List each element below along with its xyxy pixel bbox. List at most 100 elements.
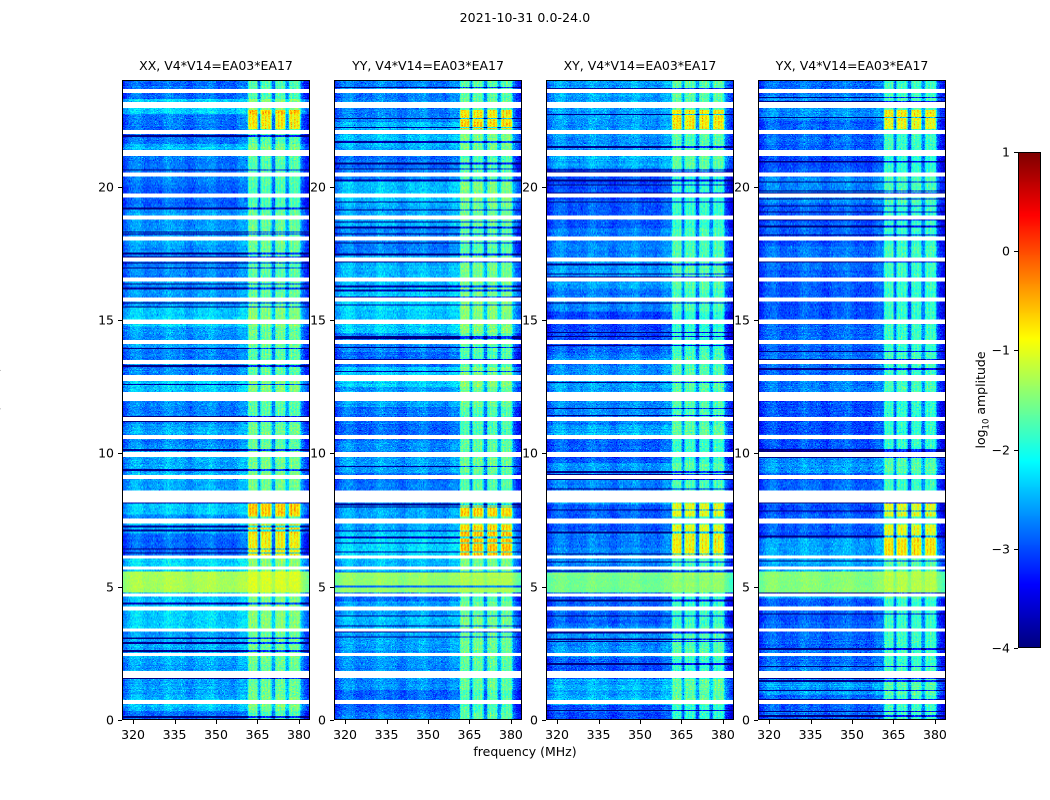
- y-tick-mark: [330, 320, 334, 321]
- x-tick-label: 365: [457, 727, 482, 742]
- x-tick-mark: [640, 720, 641, 724]
- y-tick-mark: [118, 453, 122, 455]
- colorbar-label-tail: amplitude: [972, 351, 988, 419]
- y-tick-label: 0: [530, 712, 538, 728]
- x-tick-mark: [893, 720, 895, 724]
- colorbar-tick-mark: [1014, 648, 1018, 649]
- x-tick-mark: [557, 720, 559, 724]
- colorbar-tick-mark: [1014, 152, 1018, 153]
- y-tick-label: 20: [522, 179, 538, 195]
- y-tick-label: 10: [310, 445, 326, 461]
- spectrogram-panel-yx[interactable]: [758, 80, 946, 720]
- y-tick-mark: [118, 586, 122, 588]
- x-tick-mark: [257, 720, 259, 724]
- x-tick-mark: [852, 720, 853, 724]
- x-tick-mark: [469, 720, 471, 724]
- waterfall-canvas-xx: [123, 81, 309, 719]
- y-tick-label: 5: [530, 579, 538, 595]
- colorbar-gradient: [1019, 153, 1040, 647]
- y-tick-label: 15: [98, 312, 114, 328]
- colorbar-tick-mark: [1014, 350, 1018, 352]
- x-tick-label: 320: [545, 727, 569, 742]
- x-tick-label: 350: [204, 727, 228, 742]
- panel-title-xy: XY, V4*V14=EA03*EA17: [563, 58, 717, 73]
- panel-title-xx: XX, V4*V14=EA03*EA17: [139, 58, 293, 73]
- x-tick-label: 380: [287, 727, 311, 742]
- x-tick-label: 380: [923, 727, 947, 742]
- y-tick-label: 15: [522, 312, 538, 328]
- x-tick-label: 365: [881, 727, 906, 742]
- x-tick-mark: [174, 720, 176, 724]
- x-tick-mark: [216, 720, 217, 724]
- y-tick-mark: [754, 586, 758, 588]
- x-tick-mark: [298, 720, 300, 724]
- x-tick-label: 365: [245, 727, 270, 742]
- y-tick-label: 5: [318, 579, 326, 595]
- colorbar-label-main: log: [972, 429, 988, 449]
- colorbar-tick-label: 0: [1002, 243, 1010, 259]
- x-tick-label: 335: [374, 727, 399, 742]
- x-tick-mark: [769, 720, 771, 724]
- y-tick-label: 5: [106, 579, 114, 595]
- colorbar-tick-label: −4: [991, 640, 1010, 656]
- colorbar-label: log10 amplitude: [973, 351, 992, 448]
- y-tick-mark: [542, 586, 546, 588]
- x-tick-mark: [510, 720, 512, 724]
- figure-suptitle: 2021-10-31 0.0-24.0: [459, 10, 591, 25]
- y-tick-label: 0: [318, 712, 326, 728]
- x-tick-label: 350: [840, 727, 864, 742]
- colorbar-label-sub: 10: [981, 418, 992, 430]
- y-tick-mark: [118, 320, 122, 321]
- spectrogram-panel-yy[interactable]: [334, 80, 522, 720]
- panel-title-yy: YY, V4*V14=EA03*EA17: [352, 58, 504, 73]
- y-tick-mark: [542, 320, 546, 321]
- x-tick-mark: [934, 720, 936, 724]
- y-axis-label: UT (hours): [0, 367, 2, 433]
- x-tick-label: 320: [333, 727, 357, 742]
- y-tick-mark: [542, 453, 546, 455]
- colorbar-tick-label: −3: [991, 541, 1010, 557]
- colorbar-tick-mark: [1014, 251, 1018, 253]
- y-tick-label: 15: [310, 312, 326, 328]
- y-tick-mark: [330, 586, 334, 588]
- y-tick-mark: [542, 720, 546, 721]
- x-axis-label: frequency (MHz): [473, 744, 577, 759]
- y-tick-mark: [754, 186, 758, 188]
- x-tick-label: 335: [586, 727, 611, 742]
- colorbar-tick-label: 1: [1002, 144, 1010, 160]
- x-tick-mark: [681, 720, 683, 724]
- x-tick-label: 350: [416, 727, 440, 742]
- waterfall-canvas-yx: [759, 81, 945, 719]
- colorbar-tick-mark: [1014, 449, 1018, 451]
- waterfall-canvas-xy: [547, 81, 733, 719]
- x-tick-mark: [386, 720, 388, 724]
- colorbar-tick-label: −1: [991, 342, 1010, 358]
- y-tick-label: 0: [742, 712, 750, 728]
- x-tick-mark: [810, 720, 812, 724]
- y-tick-label: 10: [734, 445, 750, 461]
- colorbar-tick-mark: [1014, 548, 1018, 550]
- x-tick-label: 320: [757, 727, 781, 742]
- y-tick-mark: [754, 720, 758, 721]
- y-tick-mark: [118, 186, 122, 188]
- x-tick-label: 320: [121, 727, 145, 742]
- spectrogram-panel-xx[interactable]: [122, 80, 310, 720]
- x-tick-label: 350: [628, 727, 652, 742]
- colorbar[interactable]: [1018, 152, 1041, 648]
- x-tick-label: 380: [711, 727, 735, 742]
- x-tick-mark: [345, 720, 347, 724]
- y-tick-label: 0: [106, 712, 114, 728]
- y-tick-mark: [330, 720, 334, 721]
- y-tick-mark: [754, 453, 758, 455]
- y-tick-mark: [118, 720, 122, 721]
- y-tick-label: 10: [98, 445, 114, 461]
- x-tick-label: 335: [798, 727, 823, 742]
- colorbar-tick-label: −2: [991, 442, 1010, 458]
- y-tick-mark: [330, 453, 334, 455]
- x-tick-mark: [133, 720, 135, 724]
- y-tick-mark: [542, 186, 546, 188]
- spectrogram-panel-xy[interactable]: [546, 80, 734, 720]
- y-tick-label: 20: [734, 179, 750, 195]
- x-tick-mark: [598, 720, 600, 724]
